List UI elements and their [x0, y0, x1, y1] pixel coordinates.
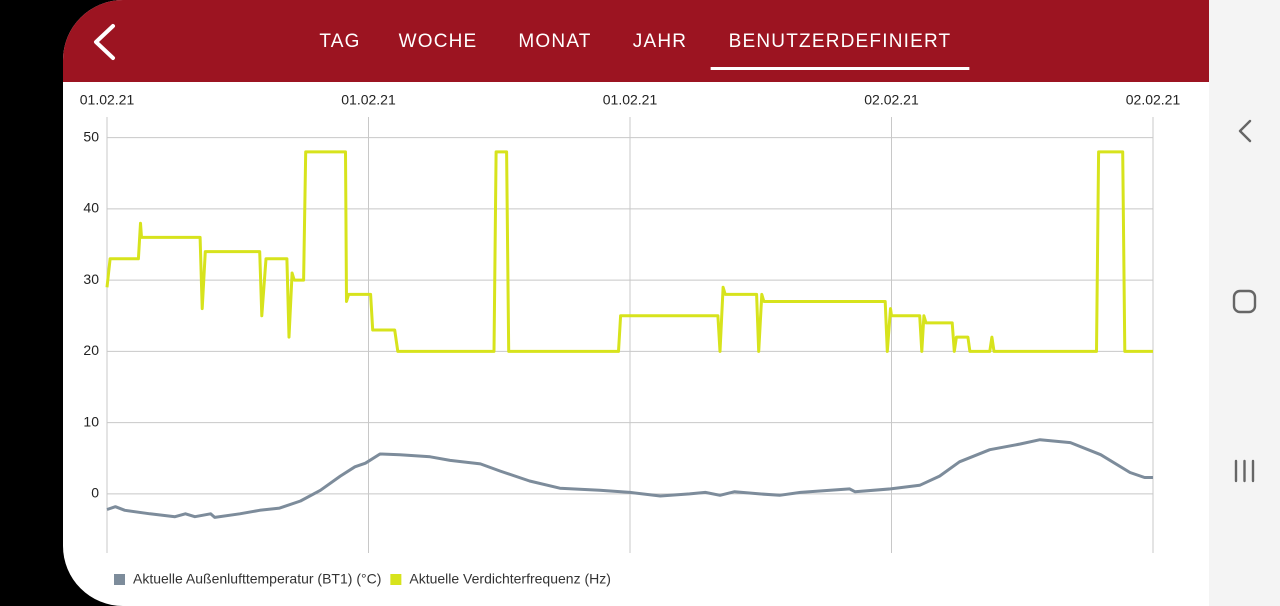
y-tick-label: 10 [83, 413, 99, 429]
x-tick-label: 01.02.21 [80, 92, 135, 108]
y-tick-label: 40 [83, 200, 99, 216]
nav-back[interactable] [1238, 119, 1252, 143]
active-tab-indicator [710, 67, 970, 70]
navigation-bar [1209, 0, 1280, 606]
header-bar [63, 0, 1280, 82]
x-tick-label: 01.02.21 [341, 92, 396, 108]
tab[interactable]: WOCHE [399, 31, 478, 52]
x-tick-label: 02.02.21 [864, 92, 919, 108]
tab[interactable]: MONAT [518, 31, 591, 52]
back-button[interactable] [94, 24, 115, 60]
y-tick-label: 20 [83, 342, 99, 358]
x-tick-label: 02.02.21 [1126, 92, 1181, 108]
nav-recents[interactable] [1234, 459, 1255, 483]
x-tick-label: 01.02.21 [603, 92, 658, 108]
data-line [105, 150, 1153, 353]
data-line [106, 438, 1153, 519]
legend-label: Aktuelle Verdichterfrequenz (Hz) [409, 571, 611, 587]
y-tick-label: 0 [91, 485, 99, 501]
y-tick-label: 30 [83, 271, 99, 287]
tab[interactable]: TAG [319, 31, 360, 52]
tab[interactable]: JAHR [633, 31, 687, 52]
tab[interactable]: BENUTZERDEFINIERT [729, 31, 952, 52]
legend-swatch [114, 574, 125, 585]
y-tick-label: 50 [83, 128, 99, 144]
nav-home[interactable] [1232, 289, 1257, 314]
legend-swatch [390, 574, 402, 585]
legend-label: Aktuelle Außenlufttemperatur (BT1) (°C) [133, 571, 381, 587]
app-surface [63, 0, 1280, 606]
